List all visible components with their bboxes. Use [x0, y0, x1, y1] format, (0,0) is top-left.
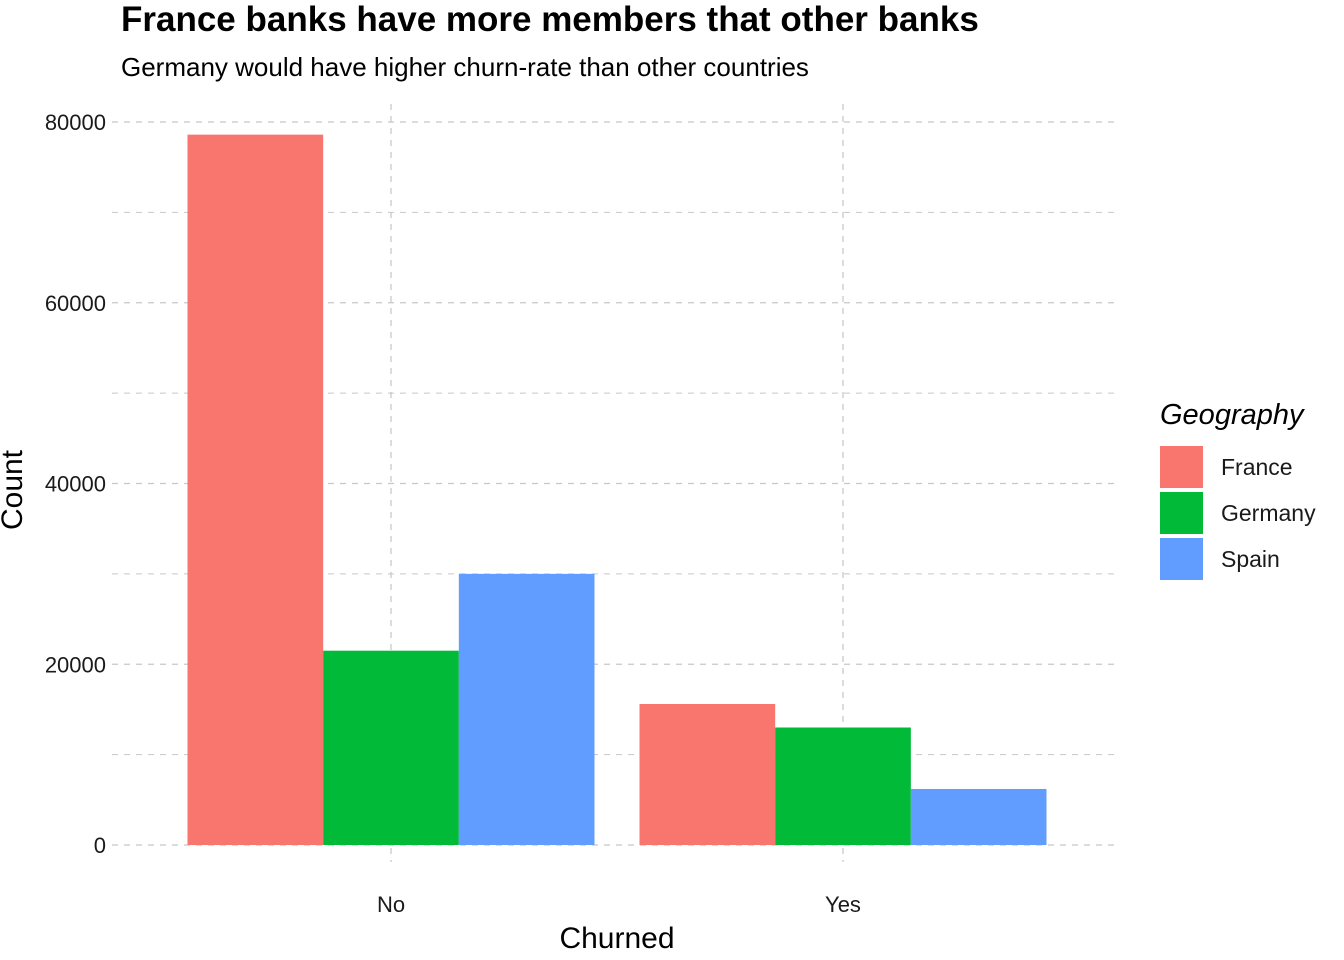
legend: Geography France Germany Spain — [1160, 399, 1316, 580]
y-tick-label: 60000 — [45, 291, 106, 316]
bar-spain-no — [458, 573, 595, 845]
legend-swatch-france — [1160, 446, 1203, 488]
bar-france-no — [187, 134, 324, 846]
chart-title: France banks have more members that othe… — [121, 0, 979, 39]
x-tick-label: Yes — [825, 892, 861, 917]
y-axis-ticks: 0 20000 40000 60000 80000 — [45, 110, 106, 858]
chart-subtitle: Germany would have higher churn-rate tha… — [121, 52, 809, 82]
x-tick-label: No — [377, 892, 405, 917]
bars — [187, 134, 1047, 846]
bar-france-yes — [639, 704, 776, 845]
y-tick-label: 80000 — [45, 110, 106, 135]
bar-spain-yes — [910, 788, 1047, 845]
legend-label-spain: Spain — [1221, 546, 1280, 572]
legend-swatch-germany — [1160, 492, 1203, 534]
y-tick-label: 20000 — [45, 652, 106, 677]
y-axis-title: Count — [0, 449, 29, 530]
y-tick-label: 0 — [94, 833, 106, 858]
legend-swatch-spain — [1160, 538, 1203, 580]
bar-germany-no — [323, 650, 459, 845]
legend-label-france: France — [1221, 454, 1293, 480]
x-axis-title: Churned — [559, 922, 674, 955]
y-tick-label: 40000 — [45, 472, 106, 497]
x-axis-ticks: No Yes — [377, 892, 861, 917]
legend-label-germany: Germany — [1221, 500, 1316, 526]
legend-title: Geography — [1160, 399, 1305, 431]
bar-germany-yes — [775, 727, 911, 845]
